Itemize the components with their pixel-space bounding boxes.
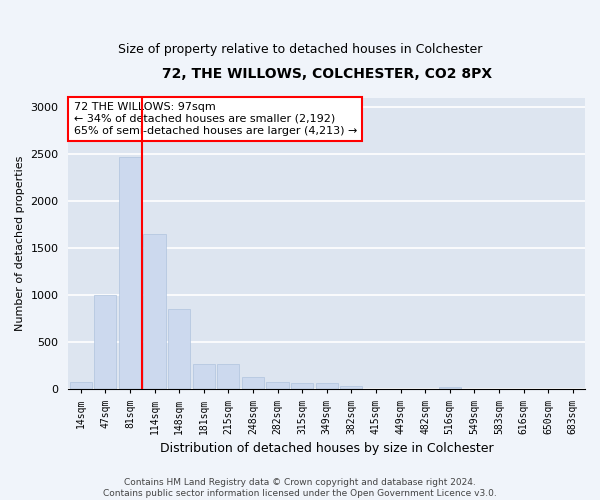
Text: Contains HM Land Registry data © Crown copyright and database right 2024.
Contai: Contains HM Land Registry data © Crown c… [103, 478, 497, 498]
Bar [94, 296, 116, 390]
Bar [217, 364, 239, 390]
Text: 72 THE WILLOWS: 97sqm
← 34% of detached houses are smaller (2,192)
65% of semi-d: 72 THE WILLOWS: 97sqm ← 34% of detached … [74, 102, 357, 136]
Bar [439, 387, 461, 390]
Bar [193, 364, 215, 390]
Title: 72, THE WILLOWS, COLCHESTER, CO2 8PX: 72, THE WILLOWS, COLCHESTER, CO2 8PX [161, 68, 492, 82]
Y-axis label: Number of detached properties: Number of detached properties [15, 156, 25, 332]
Bar [119, 156, 141, 390]
Text: Size of property relative to detached houses in Colchester: Size of property relative to detached ho… [118, 42, 482, 56]
Bar [70, 382, 92, 390]
Bar [266, 382, 289, 390]
X-axis label: Distribution of detached houses by size in Colchester: Distribution of detached houses by size … [160, 442, 494, 455]
Bar [291, 384, 313, 390]
Bar [143, 234, 166, 390]
Bar [242, 377, 264, 390]
Bar [316, 384, 338, 390]
Bar [168, 310, 190, 390]
Bar [340, 386, 362, 390]
